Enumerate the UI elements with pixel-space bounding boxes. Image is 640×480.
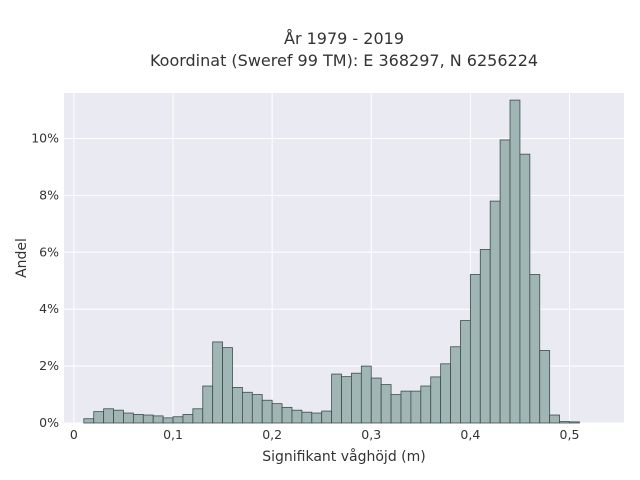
histogram-bar [123,412,134,424]
histogram-bar [351,372,362,424]
y-axis-label: Andel [14,238,30,278]
histogram-bar [142,414,154,424]
x-tick-label: 0,5 [560,427,580,442]
histogram-bar [479,249,491,424]
histogram-bar [569,421,580,424]
y-tick-label: 0% [39,415,59,430]
histogram-bar [331,373,342,424]
histogram-bar [370,377,382,424]
y-tick-label: 2% [39,358,59,373]
histogram-bar [529,274,541,424]
histogram-bar [559,421,570,424]
histogram-bar [162,417,174,424]
histogram-bar [251,394,263,424]
histogram-bar [321,410,333,424]
y-tick-label: 8% [39,187,59,202]
histogram-bar [291,409,303,424]
histogram-bar [232,387,243,424]
histogram-bar [192,408,204,424]
chart-subtitle: Koordinat (Sweref 99 TM): E 368297, N 62… [149,51,539,70]
histogram-bar [212,341,223,424]
y-tick-label: 4% [39,301,59,316]
histogram-bar [83,418,95,424]
x-tick-label: 0,4 [460,427,480,442]
histogram-bar [301,411,313,424]
histogram-bar [93,411,105,424]
histogram-bar [261,399,273,424]
histogram-bar [400,390,412,424]
histogram-bar [281,406,293,424]
histogram-bar [509,99,521,424]
histogram-bar [549,414,560,424]
histogram-bar [380,384,392,424]
histogram-bar [460,320,471,424]
histogram-bar [420,385,432,424]
histogram-bar [132,414,144,424]
histogram-bar [202,385,214,424]
histogram-bar [430,376,442,424]
histogram-bar [489,200,501,424]
histogram-bar [519,153,531,424]
histogram-bar [341,376,352,424]
histogram-bar [410,390,422,424]
chart-title: År 1979 - 2019 [284,29,404,48]
histogram-bar [311,412,323,424]
histogram-bar [440,363,451,424]
x-axis-label: Signifikant våghöjd (m) [262,448,425,465]
x-tick-label: 0,2 [262,427,282,442]
histogram-bar [152,415,164,424]
histogram-bar [103,408,114,424]
histogram-bar [242,391,253,424]
tick-layer: 0 0,1 0,2 0,3 0,4 0,5 0% 2% 4% 6% 8% 10% [31,131,579,442]
x-tick-label: 0 [70,427,78,442]
histogram-bar [271,403,283,424]
x-tick-label: 0,1 [163,427,183,442]
histogram-bar [222,347,233,424]
histogram-bar [499,139,511,424]
histogram-bar [360,365,372,424]
bar-layer [83,99,580,424]
histogram-bar [172,416,184,424]
histogram-bar [182,414,194,424]
histogram-bar [450,346,461,424]
x-tick-label: 0,3 [361,427,381,442]
histogram-bar [539,350,551,424]
histogram-bar [113,409,124,424]
y-tick-label: 10% [31,131,59,146]
histogram-bar [469,274,481,424]
y-tick-label: 6% [39,244,59,259]
histogram-bar [390,394,402,424]
